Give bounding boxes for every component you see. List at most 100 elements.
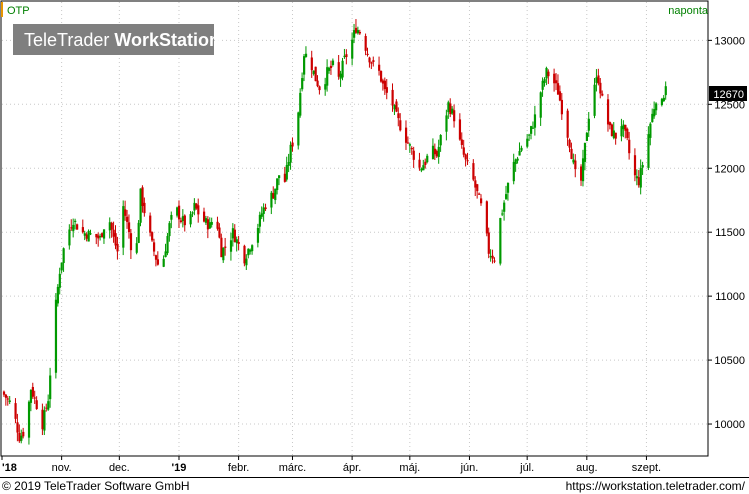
- candle: [329, 60, 333, 75]
- candle: [304, 46, 308, 58]
- candle: [570, 142, 573, 160]
- candle: [601, 90, 604, 97]
- candle: [445, 109, 448, 141]
- candle: [54, 293, 58, 379]
- candle: [237, 235, 240, 251]
- candle: [112, 221, 115, 243]
- candle: [547, 69, 550, 84]
- candle: [499, 217, 502, 266]
- candle: [343, 48, 346, 59]
- candle: [568, 138, 571, 153]
- candle: [439, 134, 442, 152]
- candle: [101, 232, 104, 238]
- candle: [314, 66, 317, 82]
- candle: [593, 78, 596, 119]
- candle: [514, 158, 517, 172]
- candle: [122, 200, 125, 256]
- candle: [485, 200, 488, 237]
- candle: [206, 216, 210, 239]
- candle: [331, 58, 335, 67]
- y-tick-label: 11000: [715, 291, 745, 303]
- candle: [127, 214, 131, 239]
- candle: [608, 121, 612, 130]
- candle: [560, 93, 563, 120]
- candle: [385, 79, 388, 100]
- candle: [370, 61, 373, 70]
- watermark-box: [13, 24, 214, 55]
- candle: [433, 143, 437, 161]
- candle: [33, 390, 36, 404]
- candle: [285, 156, 288, 182]
- x-tick-label: máj.: [399, 462, 420, 474]
- candle: [216, 216, 219, 231]
- candle: [412, 146, 415, 168]
- candle: [143, 197, 146, 217]
- x-axis: '18 nov. dec. '19 febr. márc. ápr. máj. jún. júl.…: [1, 456, 661, 474]
- candle: [114, 225, 117, 250]
- candle: [45, 403, 48, 412]
- watermark-text: TeleTrader WorkStation: [24, 30, 220, 50]
- candle: [354, 19, 358, 34]
- candle: [426, 153, 429, 164]
- candle: [528, 133, 531, 141]
- candle: [47, 394, 50, 411]
- candle: [243, 244, 246, 267]
- candle: [337, 54, 340, 80]
- candle: [345, 49, 348, 65]
- candle: [624, 124, 627, 139]
- candle: [218, 223, 221, 239]
- candle: [378, 56, 381, 76]
- candle: [49, 367, 52, 408]
- candle: [324, 77, 327, 96]
- candle: [191, 211, 194, 218]
- watermark-light: TeleTrader: [24, 30, 114, 50]
- candle: [18, 424, 21, 443]
- y-tick-label: 10500: [714, 355, 745, 367]
- candle: [664, 81, 667, 100]
- candle: [85, 232, 88, 242]
- candle: [291, 137, 294, 152]
- candle: [633, 148, 637, 182]
- candle: [566, 108, 569, 146]
- candle: [408, 143, 412, 153]
- candle: [404, 120, 408, 150]
- candle: [487, 227, 490, 259]
- candle: [351, 32, 354, 66]
- candle: [31, 382, 34, 399]
- candle: [272, 186, 275, 199]
- candle: [189, 211, 192, 228]
- candle: [453, 104, 456, 128]
- candle: [612, 122, 615, 140]
- candle: [262, 203, 265, 222]
- candle: [193, 198, 196, 216]
- candle: [431, 138, 435, 160]
- candle: [437, 139, 440, 164]
- candle: [249, 248, 252, 255]
- candle: [274, 188, 277, 205]
- candle: [424, 158, 427, 169]
- candle: [164, 243, 167, 258]
- candle: [381, 78, 385, 91]
- candle: [301, 72, 304, 92]
- candle: [620, 118, 623, 142]
- candle: [70, 219, 73, 231]
- candle: [6, 395, 9, 406]
- candle: [126, 209, 129, 229]
- candle: [151, 231, 154, 242]
- candle: [176, 206, 179, 218]
- candle: [229, 232, 233, 261]
- candle: [154, 254, 158, 267]
- candle: [506, 182, 510, 201]
- candle: [356, 26, 360, 35]
- candle: [341, 57, 344, 81]
- candle: [235, 236, 238, 252]
- candle: [256, 223, 260, 248]
- candle: [491, 249, 494, 264]
- candle: [422, 159, 425, 171]
- x-tick-label: ápr.: [343, 462, 361, 474]
- x-tick-label: '18: [2, 462, 17, 474]
- candle: [72, 218, 75, 238]
- candle: [635, 169, 639, 186]
- candle: [628, 131, 631, 160]
- candle: [580, 164, 583, 186]
